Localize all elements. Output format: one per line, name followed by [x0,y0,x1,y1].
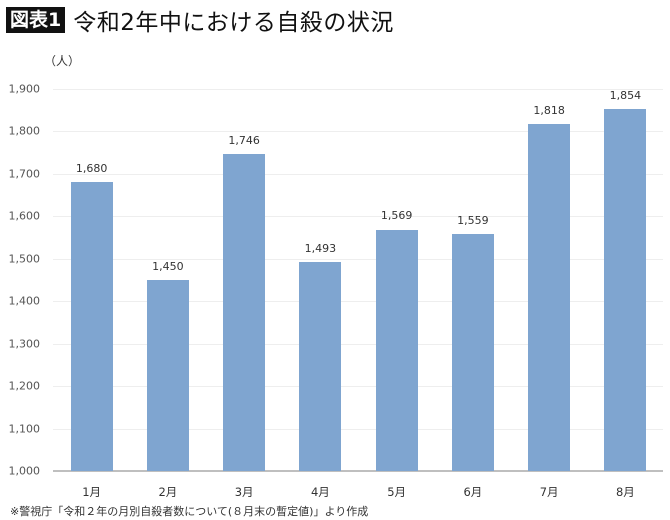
figure-badge: 図表1 [6,7,66,33]
y-axis-unit-label: （人） [44,54,81,68]
source-note: ※警視庁「令和２年の月別自殺者数について(８月末の暫定値)」より作成 [10,505,369,518]
bar-3 [223,154,266,471]
gridline [53,343,663,345]
y-tick-label: 1,100 [8,422,41,436]
bar-8 [604,108,647,471]
chart-title: 令和2年中における自殺の状況 [73,10,394,36]
gridline [53,89,663,90]
bar-5 [375,229,418,471]
x-tick-label: 6月 [463,485,483,499]
x-tick-label: 8月 [615,485,635,499]
y-tick-label: 1,300 [8,337,41,351]
bar-value-label: 1,559 [457,213,489,227]
y-tick-label: 1,900 [8,82,41,96]
gridline [53,173,663,175]
bar-value-label: 1,569 [380,209,413,223]
x-tick-label: 7月 [539,485,559,499]
x-tick-label: 3月 [234,485,254,499]
x-tick-label: 4月 [310,485,330,499]
plot-area: 1,680 1,450 1,746 1,493 1,569 1,559 1,818 1,854 [53,88,663,472]
gridline [53,301,663,303]
x-tick-label: 2月 [158,485,178,499]
bar-value-label: 1,818 [533,103,565,117]
bar-value-label: 1,680 [75,162,108,176]
y-tick-label: 1,700 [8,167,41,181]
y-tick-label: 1,600 [8,209,41,223]
bar-value-label: 1,746 [228,134,260,148]
bar-4 [299,261,342,471]
bar-value-label: 1,450 [152,260,184,273]
y-tick-label: 1,400 [8,294,41,308]
y-tick-label: 1,200 [8,379,41,393]
y-tick-label: 1,000 [8,464,41,478]
gridline [53,258,663,260]
x-tick-label: 5月 [387,485,407,499]
gridline [53,131,663,133]
bar-value-label: 1,854 [609,88,642,102]
bar-6 [451,233,494,471]
y-tick-label: 1,800 [8,124,41,138]
gridline [53,216,663,218]
bar-1 [70,182,113,471]
x-axis-line [53,470,663,472]
y-tick-label: 1,500 [8,252,41,266]
bar-7 [528,123,571,471]
chart-header: 図表1 令和2年中における自殺の状況 [6,5,394,36]
x-tick-label: 1月 [82,485,102,499]
bar-2 [146,280,189,471]
gridline [53,428,663,430]
bar-value-label: 1,493 [304,241,337,255]
gridline [53,386,663,388]
